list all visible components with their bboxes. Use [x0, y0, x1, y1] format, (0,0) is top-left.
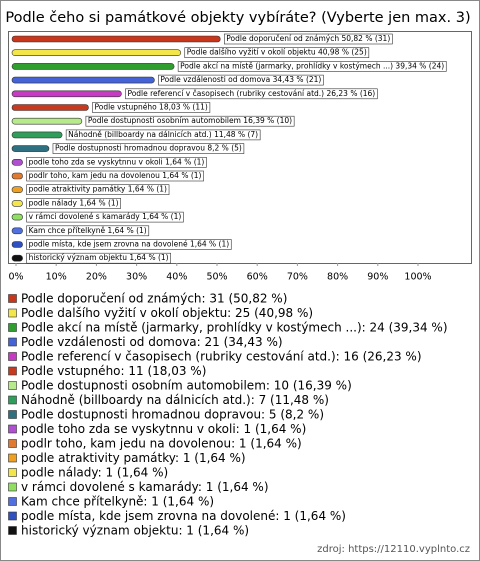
bar-label-box [85, 115, 295, 127]
legend-label: podle nálady: 1 (1,64 %) [21, 466, 168, 480]
legend-label: Podle vstupného: 11 (18,03 %) [21, 364, 206, 378]
bar-label: podle místa, kde jsem zrovna na dovolené… [29, 240, 230, 249]
legend-swatch [8, 526, 17, 535]
x-tick-label: 70% [287, 272, 308, 283]
legend-swatch [8, 511, 17, 521]
bar [11, 35, 221, 43]
legend-swatch [8, 482, 17, 492]
legend-label: Podle dostupnosti hromadnou dopravou: 5 … [21, 408, 324, 422]
legend-swatch [8, 468, 17, 477]
bar [11, 186, 23, 193]
bar [11, 213, 23, 221]
bar [11, 227, 23, 235]
bar-label: podle atraktivity památky 1,64 % (1) [29, 185, 167, 194]
legend-label: Podle vzdálenosti od domova: 21 (34,43 %… [21, 335, 283, 349]
legend-swatch [8, 497, 17, 506]
x-tick-label: 10% [46, 272, 67, 283]
bar-label: Podle dalšího vyžití v okolí objektu 40,… [187, 48, 367, 57]
bar-label: podle toho zda se vyskytnnu v okoli 1,64… [29, 157, 205, 166]
bar-label-box [65, 129, 261, 141]
source: zdroj: https://12110.vyplnto.cz [317, 544, 470, 555]
bar-label: Podle referencí v časopisech (rubriky ce… [127, 89, 375, 98]
legend-label: Podle dostupnosti osobním automobilem: 1… [21, 379, 352, 393]
bar-label: v rámci dovolené s kamarády 1,64 % (1) [29, 212, 182, 221]
legend-swatch [8, 352, 17, 361]
legend-swatch [8, 410, 17, 419]
bar-label-box [26, 157, 207, 168]
x-tick-label: 100% [404, 272, 431, 283]
x-tick-label: 0% [8, 272, 23, 283]
bar-label: Podle dostupnosti hromadnou dopravou 8,2… [55, 144, 242, 153]
legend-label: podle místa, kde jsem zrovna na dovolené… [21, 509, 346, 523]
x-tick-label: 50% [206, 272, 227, 283]
legend-label: Náhodně (billboardy na dálnicích atd.): … [21, 393, 329, 407]
bar [11, 241, 23, 248]
bar-label: Podle vstupného 18,03 % (11) [94, 103, 207, 112]
bar-label-box [158, 74, 324, 86]
bar-label-box [223, 33, 393, 45]
bar [11, 76, 155, 84]
bar-label: Podle akcí na místě (jarmarky, prohlídky… [180, 61, 444, 70]
bar-label: Podle doporučení od známých 50,82 % (31) [226, 34, 390, 43]
legend-swatch [8, 337, 17, 347]
legend-swatch [8, 439, 17, 448]
legend-swatch [8, 381, 17, 390]
legend-swatch [8, 395, 17, 405]
bar-label: Náhodně (billboardy na dálnicích atd.) 1… [68, 130, 258, 139]
bar-label-box [92, 102, 211, 113]
legend-swatch [8, 294, 17, 303]
legend-label: Podle dalšího vyžití v okolí objektu: 25… [21, 306, 313, 320]
bar-label-box [26, 170, 204, 182]
bar [11, 172, 23, 180]
bar-label: Kam chce přítelkyně 1,64 % (1) [29, 226, 147, 235]
bar-label: Podle dostupnosti osobním automobilem 16… [88, 116, 292, 125]
bar-label: podle nálady 1,64 % (1) [29, 198, 119, 207]
bar-label-box [26, 225, 150, 237]
x-tick-label: 90% [367, 272, 388, 283]
legend-label: podlr toho, kam jedu na dovolenou: 1 (1,… [21, 437, 302, 451]
x-tick-label: 40% [166, 272, 187, 283]
legend-swatch [8, 366, 17, 376]
legend-label: Podle referencí v časopisech (rubriky ce… [21, 350, 422, 364]
legend-label: podle toho zda se vyskytnnu v okoli: 1 (… [21, 422, 306, 436]
bar [11, 117, 83, 125]
chart-title: Podle čeho si památkové objekty vybíráte… [5, 10, 470, 26]
bar-label-box [177, 61, 447, 72]
x-tick-label: 20% [86, 272, 107, 283]
bar-label-box [26, 239, 232, 250]
bar [11, 104, 89, 111]
bar [11, 63, 175, 70]
bar [11, 49, 182, 57]
legend-swatch [8, 453, 17, 463]
bar-label: historický význam objektu 1,64 % (1) [29, 253, 169, 262]
bar [11, 200, 23, 207]
bar [11, 90, 122, 98]
legend-label: podle atraktivity památky: 1 (1,64 %) [21, 451, 246, 465]
legend-swatch [8, 323, 17, 332]
bar-label: Podle vzdálenosti od domova 34,43 % (21) [160, 75, 321, 84]
bar [11, 131, 63, 139]
bar-label: podlr toho, kam jedu na dovolenou 1,64 %… [29, 171, 202, 180]
bar-label-box [26, 198, 121, 209]
bar-label-box [184, 47, 370, 59]
bar [11, 159, 23, 166]
bar-label-box [125, 88, 378, 100]
x-tick-label: 80% [327, 272, 348, 283]
legend-swatch [8, 308, 17, 318]
legend-label: historický význam objektu: 1 (1,64 %) [21, 524, 249, 538]
legend-label: Podle doporučení od známých: 31 (50,82 %… [21, 292, 287, 306]
bar-label-box [26, 252, 171, 264]
legend-label: v rámci dovolené s kamarády: 1 (1,64 %) [21, 480, 269, 494]
legend-label: Podle akcí na místě (jarmarky, prohlídky… [21, 321, 448, 335]
legend-swatch [8, 424, 17, 434]
bar [11, 145, 50, 152]
x-tick-label: 30% [126, 272, 147, 283]
bar [11, 254, 23, 262]
legend-label: Kam chce přítelkyně: 1 (1,64 %) [21, 495, 214, 509]
bar-label-box [26, 184, 170, 195]
bar-label-box [26, 211, 184, 223]
bar-label-box [52, 143, 245, 154]
x-tick-label: 60% [247, 272, 268, 283]
